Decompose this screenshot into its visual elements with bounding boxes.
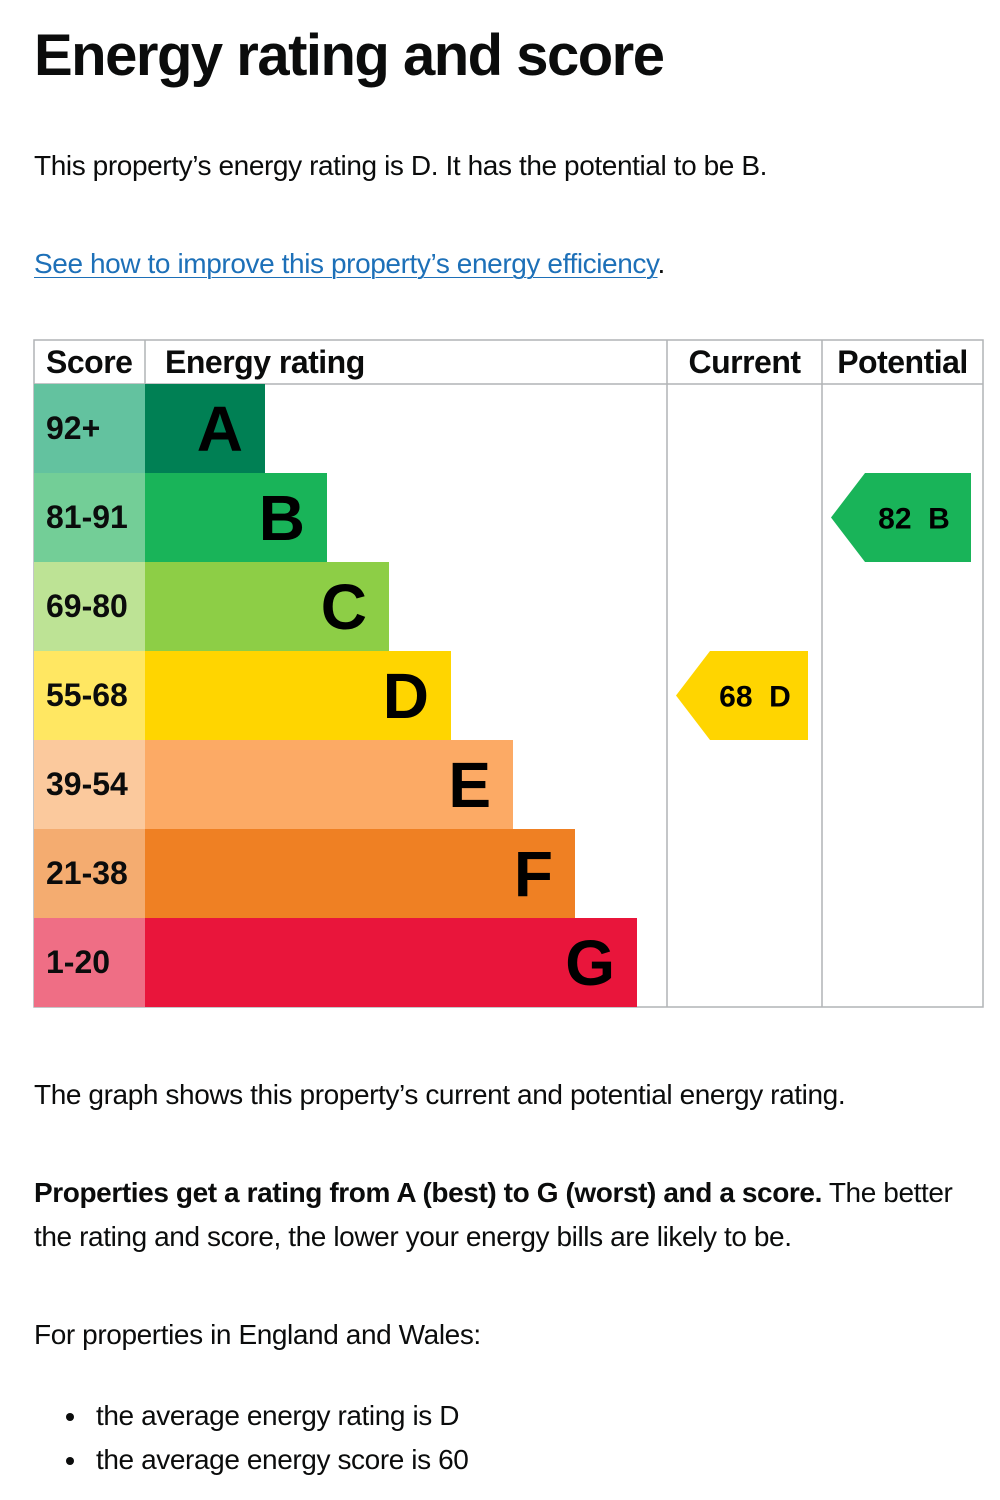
rating-bar-d (145, 651, 451, 740)
band-letter-d: D (383, 660, 429, 732)
band-letter-c: C (321, 571, 367, 643)
energy-rating-header: Energy rating (165, 344, 365, 380)
rating-bar-a (145, 384, 265, 473)
score-range-g: 1-20 (46, 944, 110, 980)
current-rating-label: 68 D (719, 681, 791, 714)
score-range-c: 69-80 (46, 588, 128, 624)
rating-explanation: Properties get a rating from A (best) to… (34, 1171, 953, 1259)
rating-bar-c (145, 562, 389, 651)
region-intro: For properties in England and Wales: (34, 1319, 481, 1350)
rating-explanation-rest: The better (821, 1177, 953, 1208)
average-list: the average energy rating is D the avera… (34, 1394, 469, 1482)
score-cell-c (34, 562, 145, 651)
score-range-b: 81-91 (46, 499, 128, 535)
rating-explanation-bold: Properties get a rating from A (best) to… (34, 1177, 822, 1208)
list-item: the average energy score is 60 (34, 1438, 469, 1482)
score-range-a: 92+ (46, 410, 100, 446)
rating-bar-b (145, 473, 327, 562)
potential-rating-arrow (831, 473, 971, 562)
rating-explanation-line2: the rating and score, the lower your ene… (34, 1221, 792, 1252)
rating-summary: This property’s energy rating is D. It h… (34, 150, 767, 181)
link-suffix: . (657, 248, 666, 279)
band-letter-e: E (448, 749, 491, 821)
score-range-f: 21-38 (46, 855, 128, 891)
energy-rating-chart: Score Energy rating Current Potential 92+ A 81… (33, 339, 984, 1008)
current-rating-arrow (676, 651, 808, 740)
score-range-e: 39-54 (46, 766, 128, 802)
score-cell-g (34, 918, 145, 1007)
band-letter-g: G (565, 927, 615, 999)
current-header: Current (688, 344, 801, 380)
band-letter-a: A (197, 393, 243, 465)
improve-efficiency-link[interactable]: See how to improve this property’s energ… (34, 248, 658, 279)
score-cell-b (34, 473, 145, 562)
rating-bar-g (145, 918, 637, 1007)
potential-header: Potential (837, 344, 968, 380)
potential-rating-label: 82 B (878, 503, 950, 536)
score-cell-e (34, 740, 145, 829)
band-letter-f: F (514, 838, 553, 910)
score-range-d: 55-68 (46, 677, 128, 713)
score-header: Score (46, 344, 132, 380)
page-title: Energy rating and score (34, 23, 665, 88)
score-cell-d (34, 651, 145, 740)
graph-caption: The graph shows this property’s current … (34, 1079, 846, 1110)
score-cell-f (34, 829, 145, 918)
rating-bar-e (145, 740, 513, 829)
list-item: the average energy rating is D (34, 1394, 468, 1438)
rating-bar-f (145, 829, 575, 918)
score-cell-a (34, 384, 145, 473)
improve-paragraph: See how to improve this property’s energ… (34, 242, 665, 286)
band-letter-b: B (259, 482, 305, 554)
